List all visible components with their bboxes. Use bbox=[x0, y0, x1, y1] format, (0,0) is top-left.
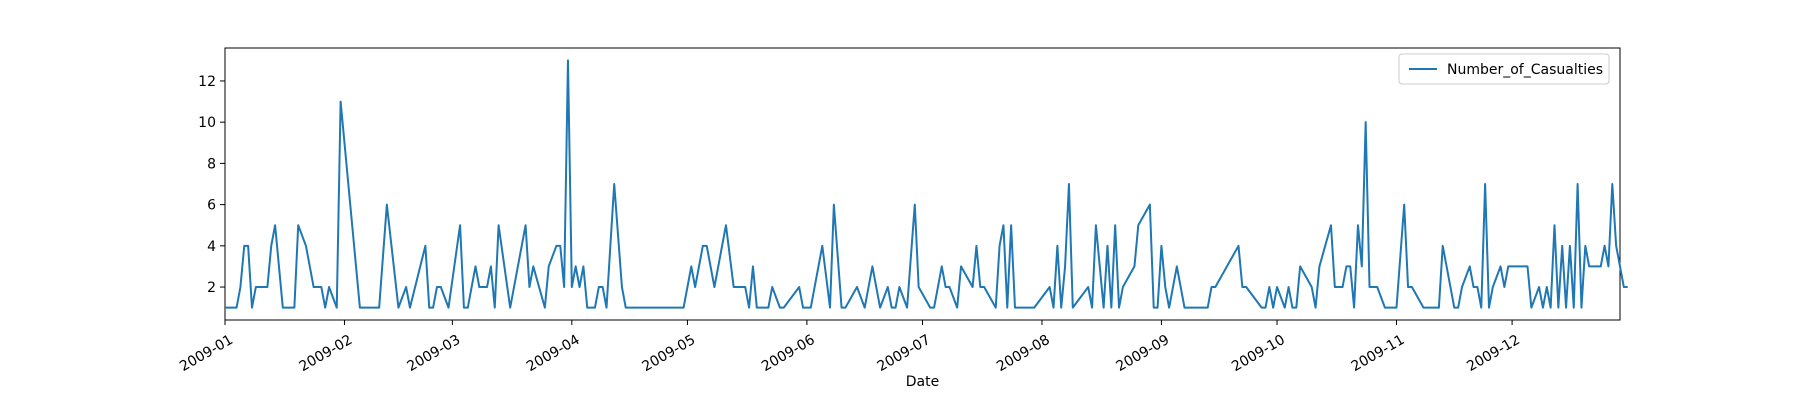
plot-frame bbox=[224, 47, 1621, 321]
x-tick-label: 2009-01 bbox=[177, 332, 236, 375]
x-tick-label: 2009-03 bbox=[404, 332, 463, 375]
x-tick-label: 2009-08 bbox=[994, 332, 1053, 375]
x-tick-label: 2009-11 bbox=[1349, 332, 1408, 375]
y-tick-label: 6 bbox=[207, 198, 216, 214]
x-tick-label: 2009-04 bbox=[524, 332, 583, 375]
legend: Number_of_Casualties bbox=[1398, 53, 1610, 85]
y-tick-label: 10 bbox=[198, 115, 216, 131]
x-tick-label: 2009-05 bbox=[640, 332, 699, 375]
plot-area bbox=[224, 47, 1621, 321]
series-line bbox=[225, 59, 1628, 309]
y-axis: 2 4 6 8 10 12 bbox=[198, 74, 225, 296]
x-tick-label: 2009-10 bbox=[1229, 332, 1288, 375]
y-tick-label: 8 bbox=[207, 156, 216, 172]
x-tick-label: 2009-09 bbox=[1114, 332, 1173, 375]
y-tick-label: 4 bbox=[207, 239, 216, 255]
x-tick-label: 2009-12 bbox=[1464, 332, 1523, 375]
x-tick-label: 2009-02 bbox=[297, 332, 356, 375]
x-axis: 2009-01 2009-02 2009-03 2009-04 2009-05 2009-… bbox=[177, 320, 1523, 375]
series-layer bbox=[225, 59, 1628, 309]
y-tick-label: 12 bbox=[198, 74, 216, 90]
x-axis-label: Date bbox=[906, 374, 939, 390]
x-tick-label: 2009-07 bbox=[875, 332, 934, 375]
x-tick-label: 2009-06 bbox=[759, 332, 818, 375]
legend-box bbox=[1398, 53, 1610, 85]
legend-label: Number_of_Casualties bbox=[1447, 62, 1603, 78]
y-tick-label: 2 bbox=[207, 280, 216, 296]
